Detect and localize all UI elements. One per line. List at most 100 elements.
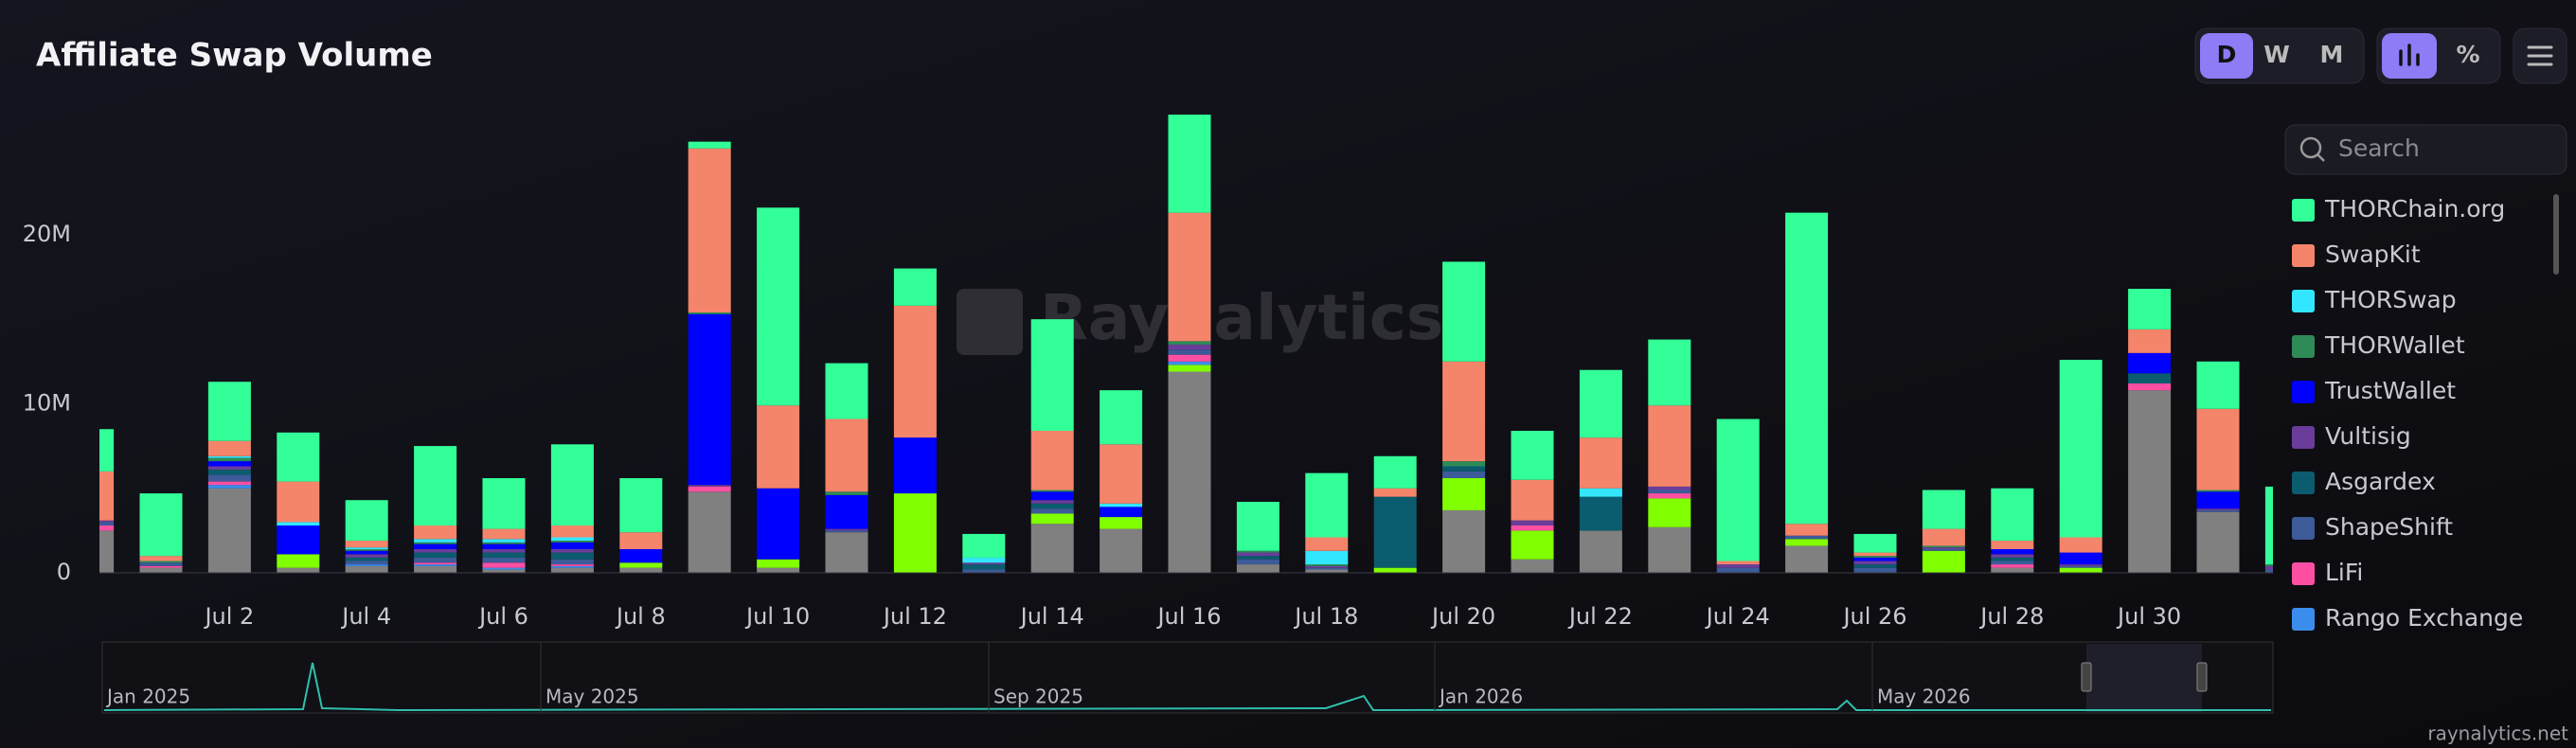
bar-segment (277, 525, 320, 555)
bar-segment (414, 525, 457, 540)
bar-segment (688, 491, 731, 573)
x-tick-label: Jul 16 (1155, 603, 1221, 630)
bar-segment (2128, 390, 2172, 573)
bar-segment (2128, 373, 2172, 383)
bar-segment (1716, 564, 1760, 568)
navigator-window[interactable] (2086, 644, 2202, 712)
x-tick-label: Jul 4 (340, 603, 391, 630)
bar-segment (1305, 564, 1349, 566)
bar-segment (1100, 517, 1143, 529)
bar-segment (1991, 488, 2034, 542)
mode-button[interactable]: % (2456, 41, 2479, 68)
bar-segment (99, 522, 115, 525)
bar-segment (1168, 212, 1211, 342)
bar-segment (414, 564, 457, 566)
y-tick-label: 10M (23, 389, 71, 416)
bar-segment (207, 470, 251, 475)
bar-segment (2059, 360, 2102, 538)
legend-swatch (2292, 381, 2315, 403)
legend-swatch (2292, 562, 2315, 585)
bar-segment (550, 564, 594, 566)
bar-segment (1442, 471, 1486, 478)
navigator-handle[interactable] (2081, 662, 2092, 692)
bar-segment (482, 543, 526, 549)
bar-segment (1168, 344, 1211, 350)
bar-segment (619, 532, 663, 549)
bar-segment (1511, 479, 1554, 521)
bar-segment (345, 554, 388, 558)
bar-segment (1305, 550, 1349, 565)
bar-segment (207, 457, 251, 462)
bar-segment (757, 405, 800, 489)
bar-segment (1785, 545, 1829, 573)
bar-segment (550, 542, 594, 549)
bar-segment (414, 565, 457, 573)
bar-segment (1648, 339, 1691, 406)
bar-segment (825, 363, 868, 419)
x-tick-label: Jul 2 (203, 603, 254, 630)
bar-segment (482, 478, 526, 529)
bar-segment (1785, 535, 1829, 540)
bar-segment (550, 552, 594, 560)
period-button[interactable]: D (2217, 41, 2237, 68)
bar-segment (619, 478, 663, 533)
bar-segment (619, 567, 663, 573)
bar-segment (893, 268, 937, 306)
bar-segment (757, 567, 800, 573)
bar-segment (207, 455, 251, 458)
search-box[interactable] (2284, 124, 2567, 175)
bar-segment (962, 533, 1006, 558)
bar-segment (1373, 455, 1417, 489)
bar-segment (277, 481, 320, 523)
bar-segment (99, 520, 115, 523)
bar-segment (962, 564, 1006, 570)
period-button[interactable]: M (2320, 41, 2344, 68)
bar-segment (1168, 365, 1211, 372)
bar-segment (207, 474, 251, 482)
navigator-handle[interactable] (2196, 662, 2208, 692)
legend-label: TrustWallet (2324, 377, 2456, 404)
bar-segment (1991, 541, 2034, 549)
period-active (2200, 33, 2253, 79)
navigator-label: Jan 2026 (1438, 686, 1523, 708)
bar-segment (550, 565, 594, 568)
bar-segment (1442, 466, 1486, 472)
x-tick-label: Jul 22 (1567, 603, 1633, 630)
bar-segment (550, 559, 594, 565)
legend-swatch (2292, 290, 2315, 312)
bar-segment (1579, 369, 1622, 438)
navigator-label: Jan 2025 (105, 686, 190, 708)
bar-segment (688, 148, 731, 312)
bar-segment (550, 549, 594, 553)
bar-segment (1168, 371, 1211, 573)
bar-segment (1373, 488, 1417, 497)
bar-segment (1236, 556, 1279, 560)
period-button[interactable]: W (2263, 41, 2290, 68)
legend-swatch (2292, 244, 2315, 267)
bar-segment (550, 541, 594, 543)
bar-segment (1853, 561, 1897, 565)
bar-segment (825, 532, 868, 573)
legend-label: Rango Exchange (2325, 604, 2523, 632)
bar-segment (1853, 567, 1897, 573)
bar-segment (1030, 431, 1074, 490)
bar-segment (688, 141, 731, 149)
legend-swatch (2292, 517, 2315, 540)
bar-segment (207, 461, 251, 467)
y-tick-label: 20M (23, 221, 71, 247)
bar-segment (2059, 564, 2102, 566)
bar-segment (1030, 490, 1074, 492)
legend-scrollbar (2553, 194, 2559, 275)
bar-segment (345, 565, 388, 573)
y-tick-label: 0 (57, 559, 71, 585)
bar-segment (207, 466, 251, 471)
bar-segment (893, 493, 937, 573)
navigator (101, 641, 2274, 714)
x-tick-label: Jul 14 (1019, 603, 1084, 630)
bar-segment (619, 562, 663, 568)
legend-swatch (2292, 426, 2315, 449)
bar-segment (99, 530, 115, 573)
bar-segment (1648, 498, 1691, 527)
bar-segment (1236, 502, 1279, 551)
legend-label: SwapKit (2325, 240, 2421, 268)
